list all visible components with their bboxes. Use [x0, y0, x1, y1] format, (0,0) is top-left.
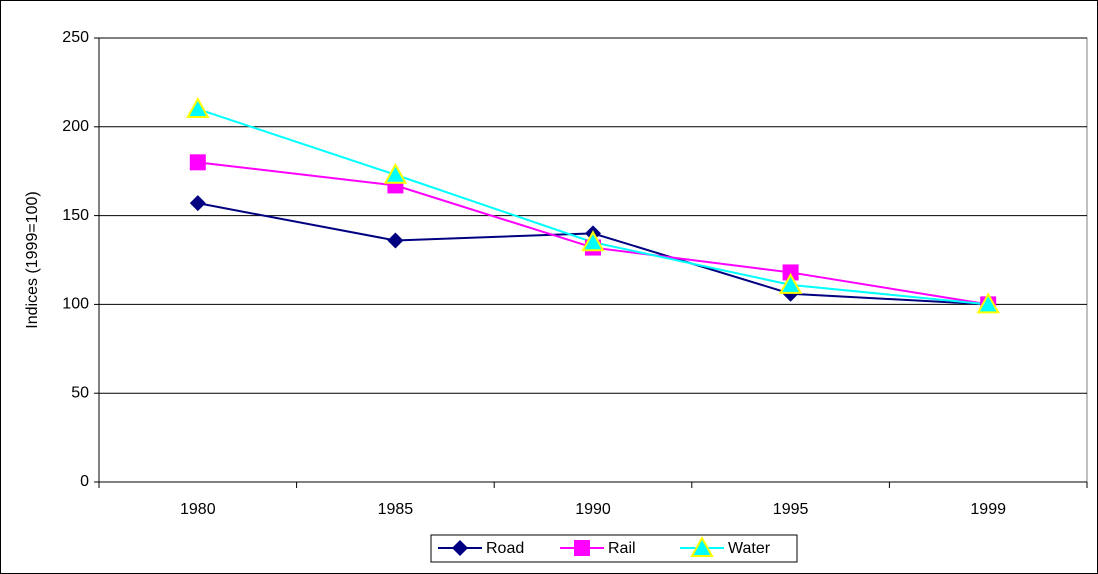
y-tick-label: 200 [62, 118, 89, 135]
legend-label: Rail [608, 540, 636, 557]
y-tick-label: 150 [62, 207, 89, 224]
data-point [581, 230, 605, 252]
plot-area [98, 37, 1088, 483]
data-point [976, 292, 1000, 314]
y-tick-label: 250 [62, 29, 89, 46]
legend-label: Road [486, 540, 524, 557]
legend-marker [452, 540, 468, 556]
legend-marker [574, 540, 590, 556]
legend [430, 534, 798, 563]
legend-marker [690, 535, 714, 557]
data-point [189, 154, 206, 171]
y-tick-label: 50 [71, 384, 89, 401]
x-tick-label: 1995 [773, 501, 809, 518]
y-axis-label: Indices (1999=100) [24, 191, 41, 328]
data-point [189, 195, 206, 212]
legend-label: Water [728, 540, 771, 557]
data-point [782, 264, 799, 281]
x-tick-label: 1999 [970, 501, 1006, 518]
x-tick-label: 1985 [378, 501, 414, 518]
data-point [778, 272, 803, 294]
data-point [186, 96, 210, 119]
data-point [383, 162, 408, 184]
y-tick-label: 0 [80, 473, 89, 490]
x-tick-label: 1980 [180, 501, 216, 518]
y-tick-label: 100 [62, 296, 89, 313]
data-point [387, 232, 404, 249]
x-tick-label: 1990 [575, 501, 611, 518]
